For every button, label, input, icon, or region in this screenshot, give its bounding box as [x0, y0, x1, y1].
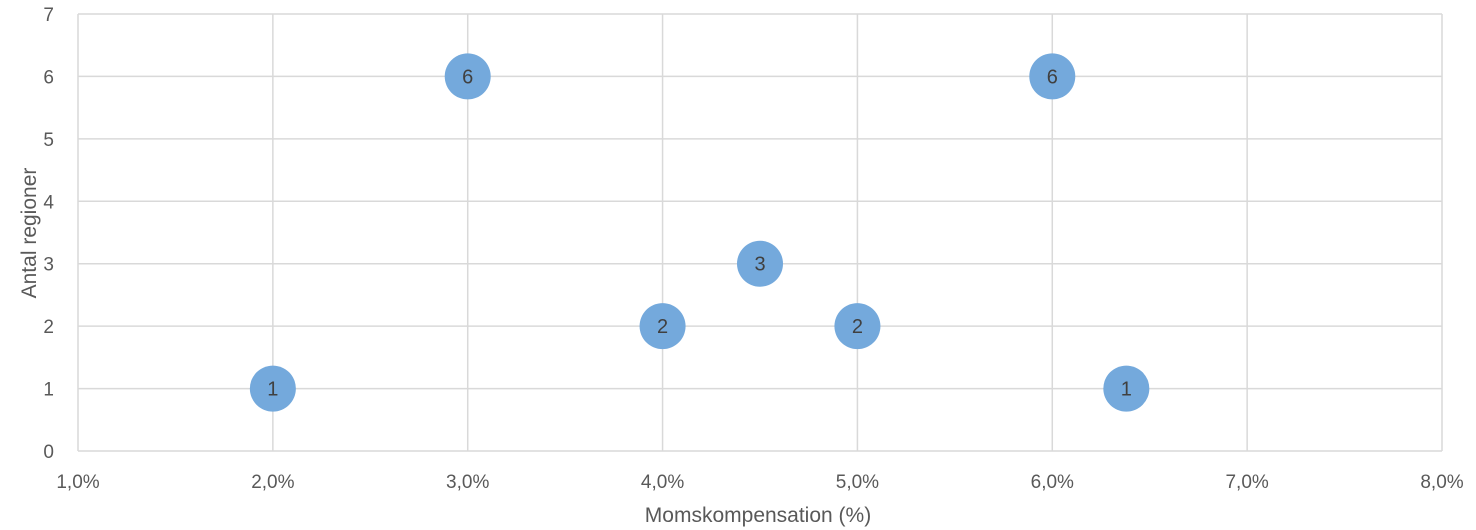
x-tick-label: 2,0% [251, 472, 294, 493]
data-points: 1 6 2 3 2 6 1 [249, 53, 1150, 412]
data-point [249, 365, 296, 412]
x-axis-ticks: 1,0% 2,0% 3,0% 4,0% 5,0% 6,0% 7,0% 8,0% [56, 472, 1463, 493]
y-tick-label: 5 [43, 130, 54, 151]
y-axis-title: Antal regioner [18, 168, 41, 299]
y-axis-ticks: 0 1 2 3 4 5 6 7 [43, 5, 54, 463]
data-point-label: 2 [657, 316, 668, 338]
data-point [1029, 53, 1076, 100]
x-tick-label: 5,0% [836, 472, 879, 493]
x-tick-label: 4,0% [641, 472, 684, 493]
data-point-label: 6 [462, 66, 473, 88]
data-point-label: 3 [754, 254, 765, 276]
y-tick-label: 6 [43, 67, 54, 88]
y-tick-label: 3 [43, 255, 54, 276]
y-tick-label: 2 [43, 317, 54, 338]
data-point [834, 303, 881, 350]
x-tick-label: 6,0% [1031, 472, 1074, 493]
x-tick-label: 8,0% [1420, 472, 1463, 493]
data-point-label: 6 [1047, 66, 1058, 88]
y-tick-label: 7 [43, 5, 54, 26]
data-point [639, 303, 686, 350]
data-point [444, 53, 491, 100]
x-tick-label: 3,0% [446, 472, 489, 493]
x-axis-title: Momskompensation (%) [645, 504, 871, 527]
x-tick-label: 7,0% [1225, 472, 1268, 493]
y-tick-label: 0 [43, 442, 54, 463]
data-point-label: 1 [1121, 379, 1132, 401]
data-point-label: 2 [852, 316, 863, 338]
data-point [1103, 365, 1150, 412]
y-tick-label: 1 [43, 380, 54, 401]
data-point-label: 1 [267, 379, 278, 401]
x-tick-label: 1,0% [56, 472, 99, 493]
y-tick-label: 4 [43, 192, 54, 213]
data-point [737, 240, 783, 287]
